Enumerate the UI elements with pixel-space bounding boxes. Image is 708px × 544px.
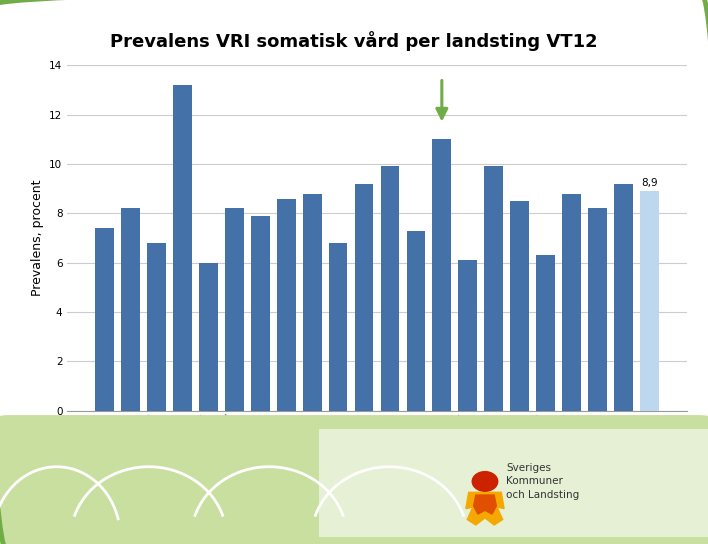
Text: Sveriges
Kommuner
och Landsting: Sveriges Kommuner och Landsting: [506, 463, 579, 499]
Bar: [96, 228, 114, 411]
Bar: [303, 194, 321, 411]
Bar: [319, 429, 708, 537]
Polygon shape: [466, 492, 504, 525]
Y-axis label: Prevalens, procent: Prevalens, procent: [30, 180, 44, 296]
Bar: [588, 208, 607, 411]
Bar: [640, 191, 658, 411]
Bar: [433, 139, 451, 411]
Polygon shape: [474, 495, 496, 514]
Bar: [121, 208, 140, 411]
Bar: [614, 184, 633, 411]
Bar: [562, 194, 581, 411]
Bar: [173, 85, 192, 411]
Bar: [277, 199, 296, 411]
FancyBboxPatch shape: [0, 415, 708, 544]
Text: Prevalens VRI somatisk vård per landsting VT12: Prevalens VRI somatisk vård per landstin…: [110, 31, 598, 51]
Circle shape: [472, 472, 498, 491]
Bar: [225, 208, 244, 411]
Bar: [406, 231, 426, 411]
Text: 8,9: 8,9: [641, 178, 658, 188]
Bar: [147, 243, 166, 411]
Bar: [251, 216, 270, 411]
Bar: [381, 166, 399, 411]
Bar: [458, 260, 477, 411]
Bar: [355, 184, 373, 411]
Bar: [484, 166, 503, 411]
Bar: [510, 201, 529, 411]
Bar: [536, 255, 555, 411]
Bar: [329, 243, 348, 411]
Bar: [199, 263, 218, 411]
